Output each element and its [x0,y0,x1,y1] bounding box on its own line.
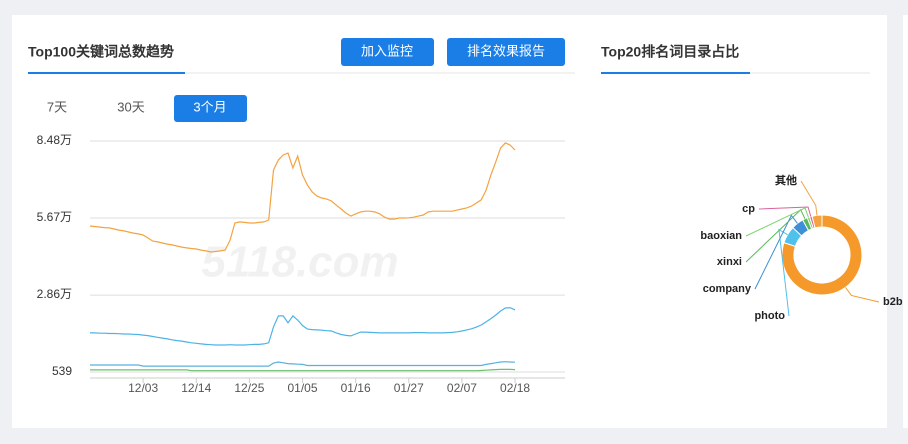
y-tick-label: 2.86万 [37,287,72,301]
trend-title: Top100关键词总数趋势 [28,44,174,60]
monitor-button[interactable]: 加入监控 [341,38,434,66]
button-label: 加入监控 [361,43,413,58]
x-tick-label: 01/05 [288,381,318,395]
leader-line [758,206,812,217]
slice-label: company [703,283,752,295]
x-tick-label: 01/16 [341,381,371,395]
series-line [90,361,516,367]
tab-bg [174,95,247,122]
slice-label: baoxian [700,230,742,242]
leader-line [754,214,798,290]
series-line [90,368,516,372]
tab-label: 7天 [47,99,67,114]
slice-label: xinxi [717,256,742,268]
series-line [89,142,516,253]
x-tick-label: 12/14 [181,381,211,395]
leader-line [800,180,818,216]
slice-label: b2b [883,296,903,308]
button-bg [447,38,565,66]
share-chart: b2b photo company xinxi baoxian cp 其他 [700,173,902,322]
tab[interactable]: 3个月 [174,95,247,122]
report-button[interactable]: 排名效果报告 [447,38,565,66]
card [12,15,887,428]
watermark: 5118.com [201,238,398,287]
x-tick-label: 01/27 [394,381,424,395]
button-label: 排名效果报告 [467,43,545,58]
y-tick-label: 5.67万 [37,210,72,224]
y-tick-label: 539 [52,364,72,378]
slice-label: photo [754,310,785,322]
series-line [90,307,516,346]
button-bg [341,38,434,66]
x-tick-label: 02/18 [500,381,530,395]
slice-label: 其他 [775,173,797,187]
slice-label: cp [742,203,755,215]
tab[interactable]: 7天 [47,99,67,114]
donut-slice [781,214,863,296]
card-edge [903,15,908,428]
donut-slice [811,214,823,229]
tabs: 7天 30天 3个月 [47,95,247,122]
x-tick-label: 12/03 [128,381,158,395]
leader-line [778,228,790,317]
x-tick-label: 12/25 [234,381,264,395]
leader-line [745,207,809,237]
share-title: Top20排名词目录占比 [601,44,739,60]
tab-label: 30天 [117,99,144,114]
leader-line [845,287,880,303]
tab-label: 3个月 [193,99,226,114]
tab[interactable]: 30天 [117,99,144,114]
x-tick-label: 02/07 [447,381,477,395]
trend-chart: 539 2.86万 5.67万 8.48万 12/03 12/14 12/25 01/05 01… [37,133,565,395]
y-tick-label: 8.48万 [37,133,72,147]
